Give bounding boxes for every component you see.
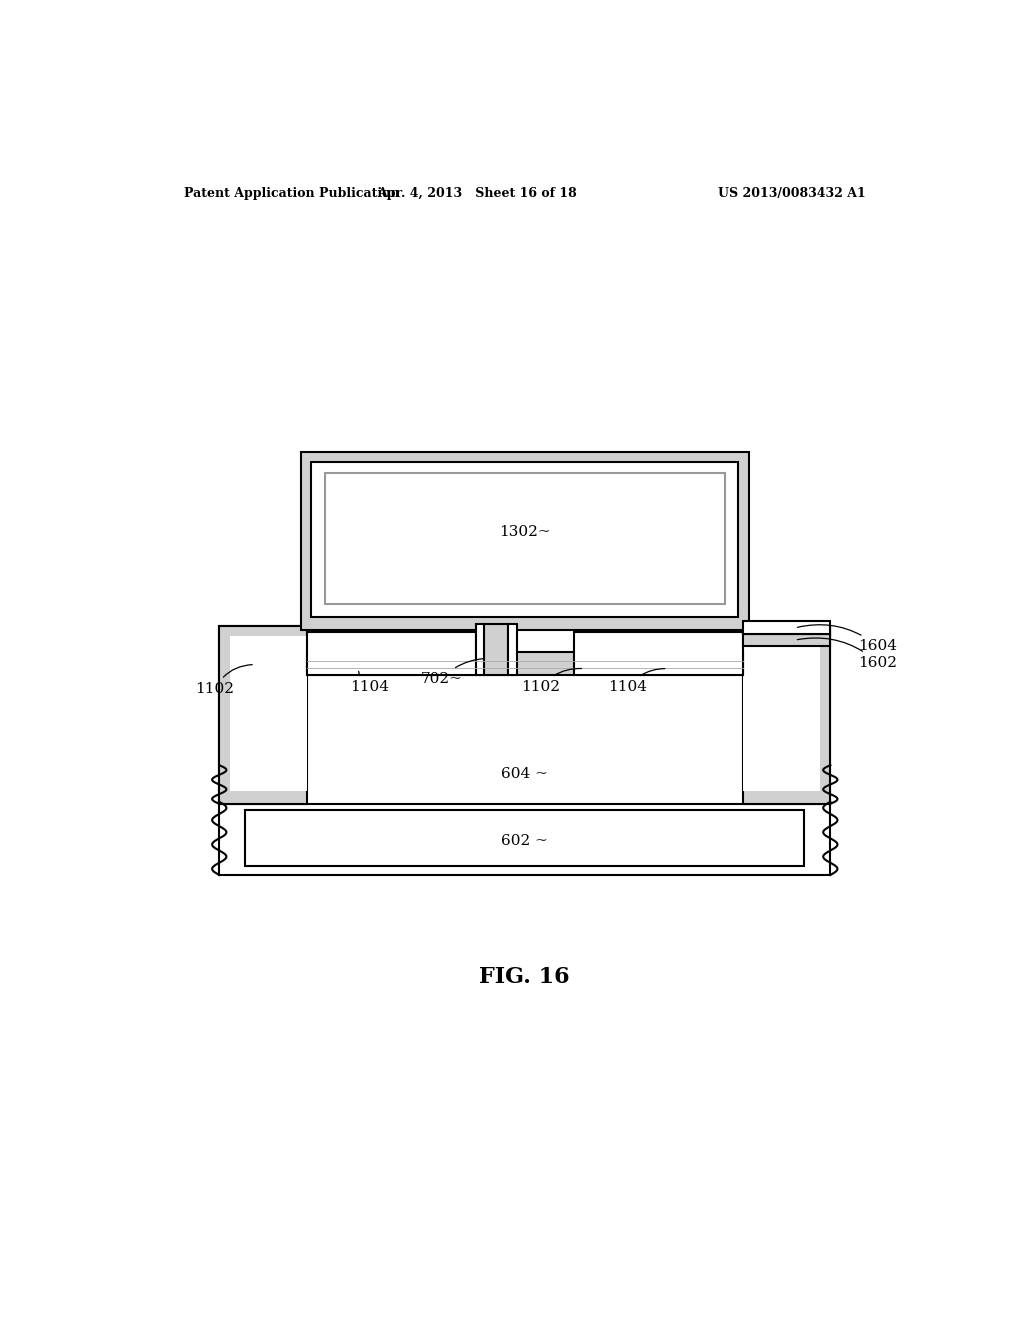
Text: 604 ~: 604 ~ [502, 767, 548, 781]
Text: 602 ~: 602 ~ [502, 834, 548, 849]
Bar [574, 632, 743, 675]
Bar [219, 801, 830, 875]
Bar [301, 453, 749, 630]
Text: Apr. 4, 2013   Sheet 16 of 18: Apr. 4, 2013 Sheet 16 of 18 [377, 187, 578, 201]
Bar [306, 652, 743, 675]
Text: Patent Application Publication: Patent Application Publication [183, 187, 399, 201]
Bar [229, 636, 306, 791]
Text: 1104: 1104 [350, 672, 389, 694]
Bar [484, 624, 508, 675]
Text: FIG. 16: FIG. 16 [479, 966, 570, 987]
Bar [743, 626, 830, 804]
Bar [311, 462, 738, 616]
Text: 1602: 1602 [798, 638, 897, 669]
Bar [219, 626, 830, 804]
Bar [508, 624, 517, 675]
Bar [246, 810, 804, 866]
Bar [475, 624, 484, 675]
Bar [743, 620, 830, 634]
Text: US 2013/0083432 A1: US 2013/0083432 A1 [718, 187, 866, 201]
Bar [743, 636, 820, 791]
Bar [306, 632, 475, 675]
Text: 1104: 1104 [608, 669, 665, 694]
Text: 1102: 1102 [521, 668, 582, 694]
Bar [325, 474, 725, 603]
Text: 1102: 1102 [196, 665, 252, 696]
Bar [743, 634, 830, 647]
Text: 1604: 1604 [798, 624, 897, 653]
Text: 702~: 702~ [421, 659, 484, 686]
Bar [219, 626, 306, 804]
Text: 1302~: 1302~ [499, 525, 551, 540]
